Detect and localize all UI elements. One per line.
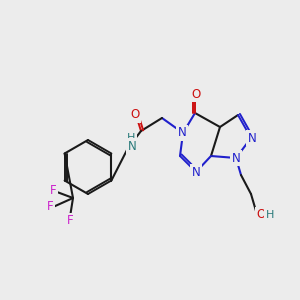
Text: N: N [248,131,256,145]
Text: H: H [127,133,135,143]
Text: F: F [67,214,73,227]
Text: O: O [191,88,201,100]
Text: N: N [232,152,240,164]
Text: F: F [47,200,53,214]
Text: O: O [256,208,266,221]
Text: N: N [192,166,200,178]
Text: H: H [266,210,274,220]
Text: N: N [178,127,186,140]
Text: N: N [128,140,136,152]
Text: F: F [50,184,56,196]
Text: O: O [130,109,140,122]
